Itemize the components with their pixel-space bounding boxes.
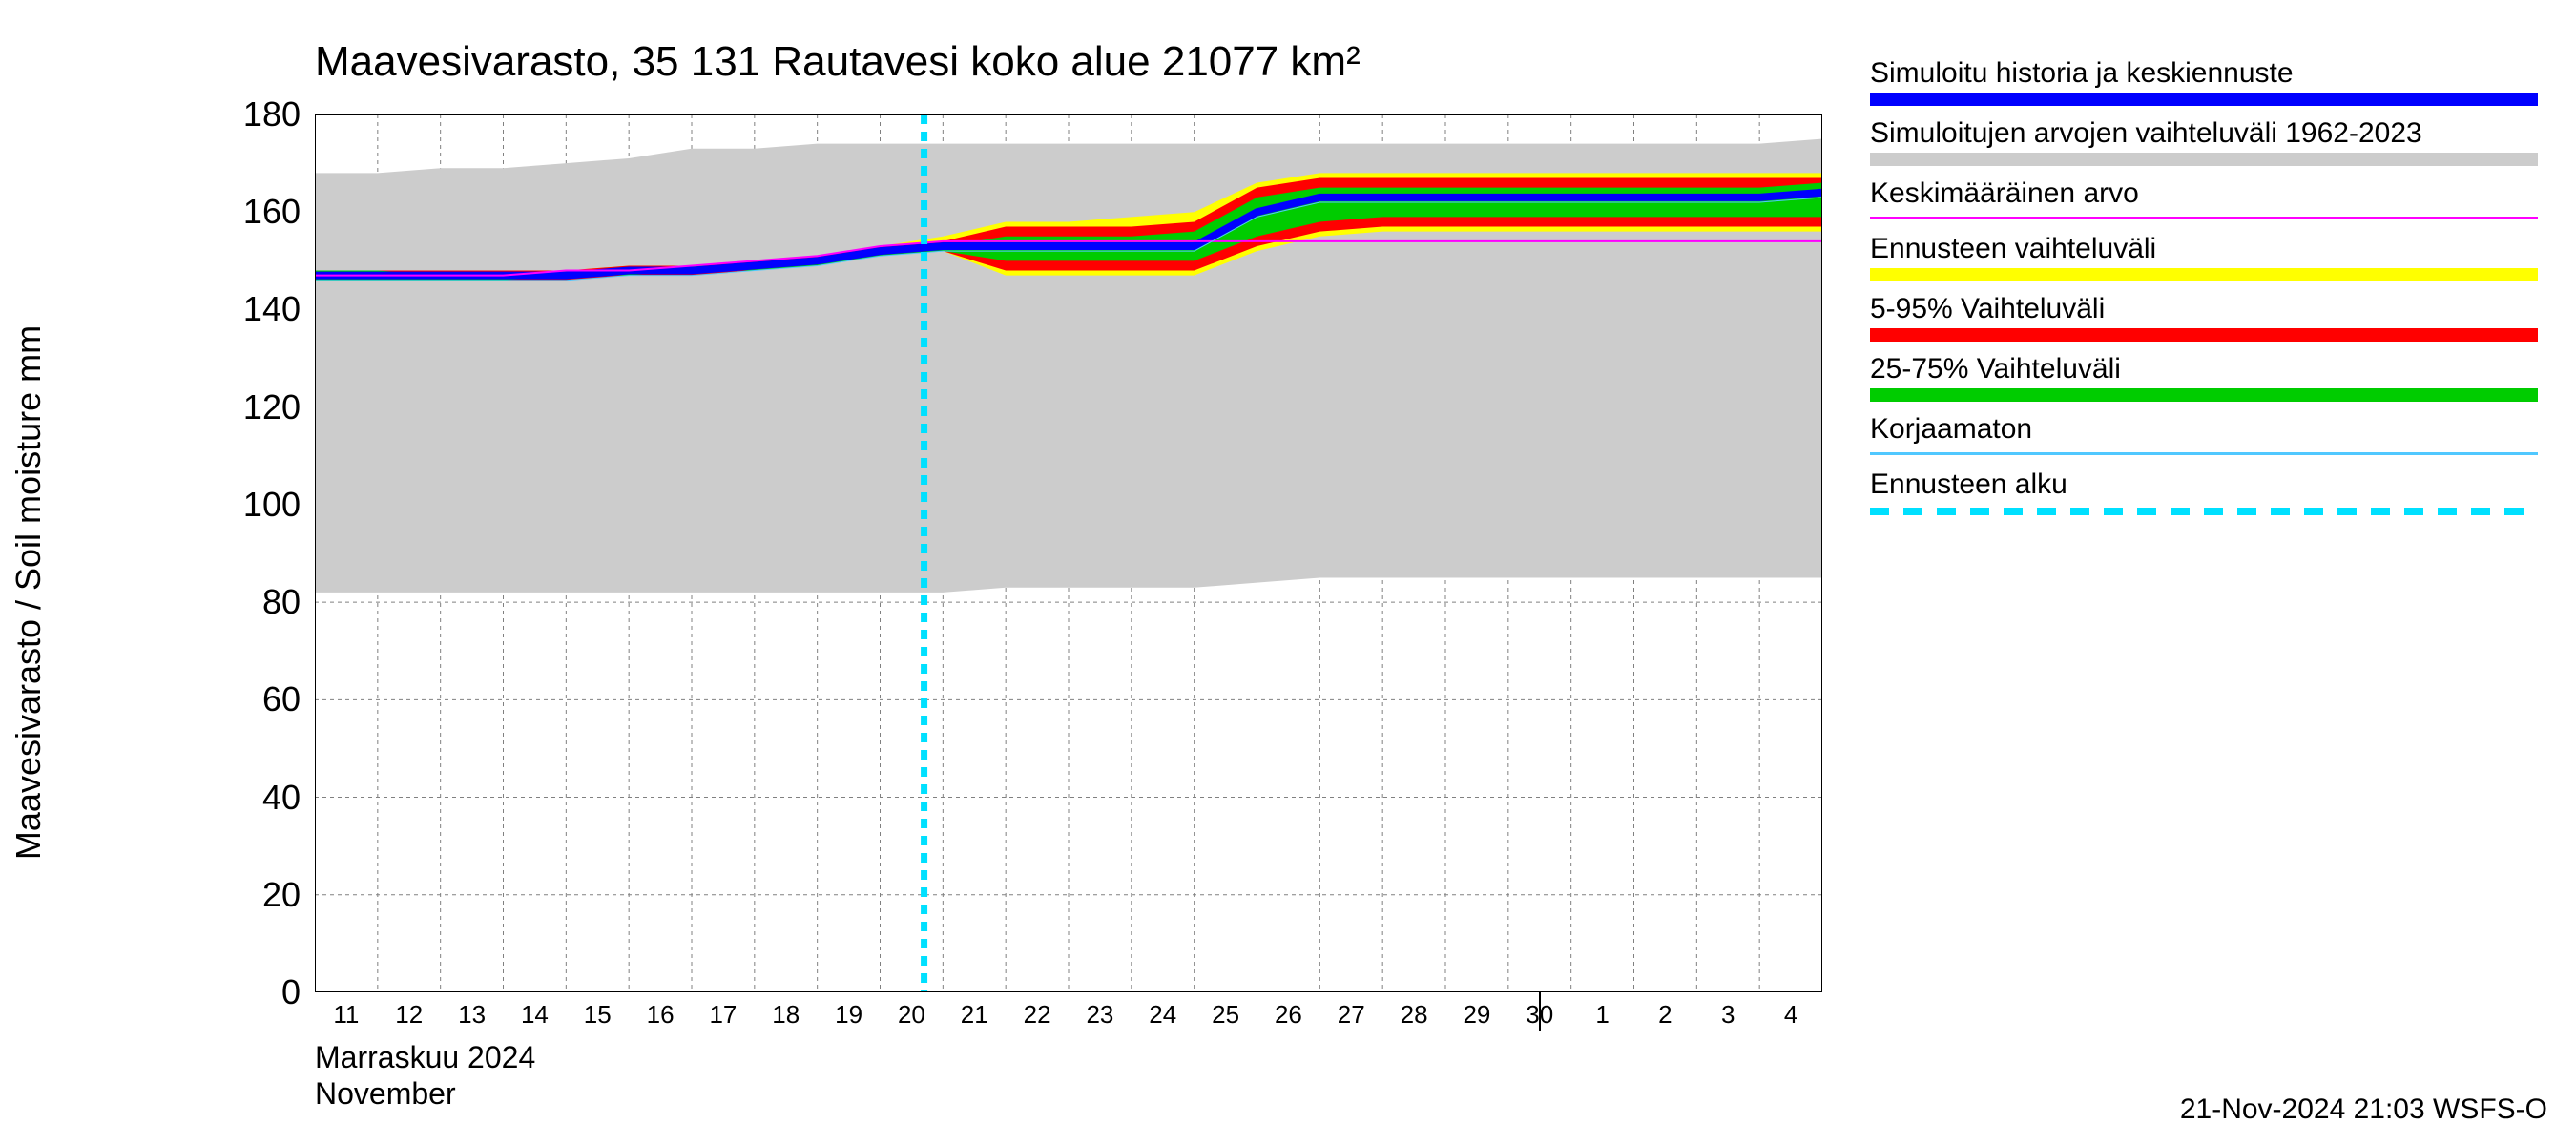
legend-item: Korjaamaton <box>1870 413 2538 455</box>
legend-item: Ennusteen alku <box>1870 468 2538 515</box>
legend-label: 5-95% Vaihteluväli <box>1870 293 2538 324</box>
legend-label: 25-75% Vaihteluväli <box>1870 353 2538 385</box>
x-tick-label: 25 <box>1212 1000 1239 1030</box>
x-tick-label: 14 <box>521 1000 549 1030</box>
legend-item: Ennusteen vaihteluväli <box>1870 233 2538 281</box>
month-label-en: November <box>315 1076 456 1112</box>
x-tick-label: 16 <box>647 1000 675 1030</box>
x-tick-label: 1 <box>1595 1000 1609 1030</box>
chart-container: Maavesivarasto / Soil moisture mm Maaves… <box>0 0 2576 1145</box>
month-label-fi: Marraskuu 2024 <box>315 1040 535 1075</box>
y-tick-label: 140 <box>224 289 301 329</box>
y-tick-label: 80 <box>224 582 301 622</box>
legend-label: Simuloitujen arvojen vaihteluväli 1962-2… <box>1870 117 2538 149</box>
chart-title: Maavesivarasto, 35 131 Rautavesi koko al… <box>315 38 1361 86</box>
x-tick-label: 27 <box>1338 1000 1365 1030</box>
x-tick-label: 23 <box>1086 1000 1113 1030</box>
legend-item: Simuloitujen arvojen vaihteluväli 1962-2… <box>1870 117 2538 166</box>
y-axis-label: Maavesivarasto / Soil moisture mm <box>9 325 49 860</box>
y-tick-label: 60 <box>224 679 301 719</box>
legend-swatch <box>1870 388 2538 402</box>
legend-swatch <box>1870 508 2538 515</box>
x-tick-label: 29 <box>1463 1000 1490 1030</box>
legend-swatch <box>1870 93 2538 106</box>
legend-swatch <box>1870 452 2538 455</box>
legend: Simuloitu historia ja keskiennuste Simulo… <box>1870 57 2538 529</box>
legend-item: Keskimääräinen arvo <box>1870 177 2538 219</box>
x-tick-label: 13 <box>458 1000 486 1030</box>
x-tick-label: 2 <box>1658 1000 1672 1030</box>
x-tick-label: 28 <box>1401 1000 1428 1030</box>
x-tick-label: 21 <box>961 1000 988 1030</box>
legend-swatch <box>1870 268 2538 281</box>
month-divider-tick <box>1539 992 1541 1030</box>
legend-item: 5-95% Vaihteluväli <box>1870 293 2538 342</box>
x-tick-label: 4 <box>1784 1000 1797 1030</box>
legend-swatch <box>1870 217 2538 219</box>
footer-timestamp: 21-Nov-2024 21:03 WSFS-O <box>2180 1093 2547 1126</box>
x-tick-label: 20 <box>898 1000 925 1030</box>
x-tick-label: 12 <box>395 1000 423 1030</box>
x-tick-label: 24 <box>1149 1000 1176 1030</box>
x-tick-label: 15 <box>584 1000 612 1030</box>
y-tick-label: 40 <box>224 778 301 818</box>
legend-label: Ennusteen alku <box>1870 468 2538 500</box>
x-tick-label: 3 <box>1721 1000 1735 1030</box>
legend-label: Keskimääräinen arvo <box>1870 177 2538 209</box>
x-tick-label: 18 <box>772 1000 800 1030</box>
y-tick-label: 20 <box>224 875 301 915</box>
y-tick-label: 120 <box>224 387 301 427</box>
y-tick-label: 180 <box>224 94 301 135</box>
legend-swatch <box>1870 328 2538 342</box>
legend-label: Korjaamaton <box>1870 413 2538 445</box>
y-tick-label: 0 <box>224 972 301 1012</box>
y-tick-label: 100 <box>224 485 301 525</box>
x-tick-label: 11 <box>333 1000 359 1030</box>
legend-label: Ennusteen vaihteluväli <box>1870 233 2538 264</box>
x-tick-label: 17 <box>709 1000 737 1030</box>
legend-swatch <box>1870 153 2538 166</box>
y-tick-label: 160 <box>224 192 301 232</box>
legend-item: Simuloitu historia ja keskiennuste <box>1870 57 2538 106</box>
legend-label: Simuloitu historia ja keskiennuste <box>1870 57 2538 89</box>
x-tick-label: 26 <box>1275 1000 1302 1030</box>
legend-item: 25-75% Vaihteluväli <box>1870 353 2538 402</box>
plot-area <box>315 114 1822 992</box>
x-tick-label: 19 <box>835 1000 862 1030</box>
x-tick-label: 22 <box>1024 1000 1051 1030</box>
